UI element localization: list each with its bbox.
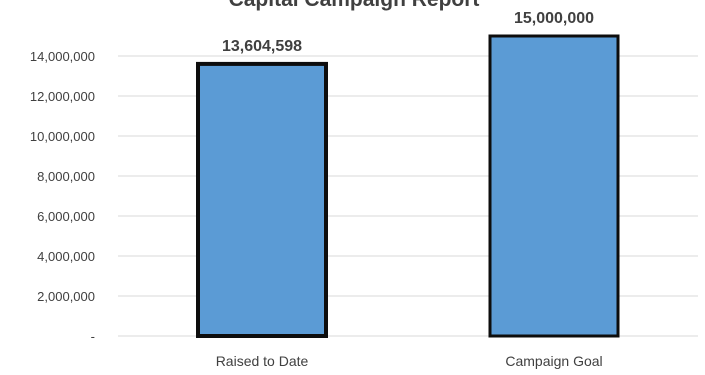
- x-axis-category-labels: Raised to Date Campaign Goal: [216, 353, 603, 369]
- bar-raised-to-date: [196, 61, 328, 338]
- data-label: 13,604,598: [222, 38, 302, 55]
- y-tick-label: 12,000,000: [30, 89, 95, 104]
- y-tick-label: 6,000,000: [37, 209, 95, 224]
- data-labels: 13,604,598 15,000,000: [222, 10, 594, 55]
- chart-title: Capital Campaign Report: [229, 0, 480, 11]
- bars: [196, 34, 620, 338]
- y-tick-label: 4,000,000: [37, 249, 95, 264]
- y-tick-label: 8,000,000: [37, 169, 95, 184]
- x-category-label: Campaign Goal: [505, 353, 602, 369]
- x-category-label: Raised to Date: [216, 353, 309, 369]
- bar-campaign-goal: [488, 34, 620, 338]
- y-tick-label: 2,000,000: [37, 289, 95, 304]
- y-tick-label: 10,000,000: [30, 129, 95, 144]
- y-tick-label: -: [91, 329, 95, 344]
- data-label: 15,000,000: [514, 10, 594, 27]
- y-axis-tick-labels: - 2,000,000 4,000,000 6,000,000 8,000,000 10,…: [30, 49, 95, 344]
- y-tick-label: 14,000,000: [30, 49, 95, 64]
